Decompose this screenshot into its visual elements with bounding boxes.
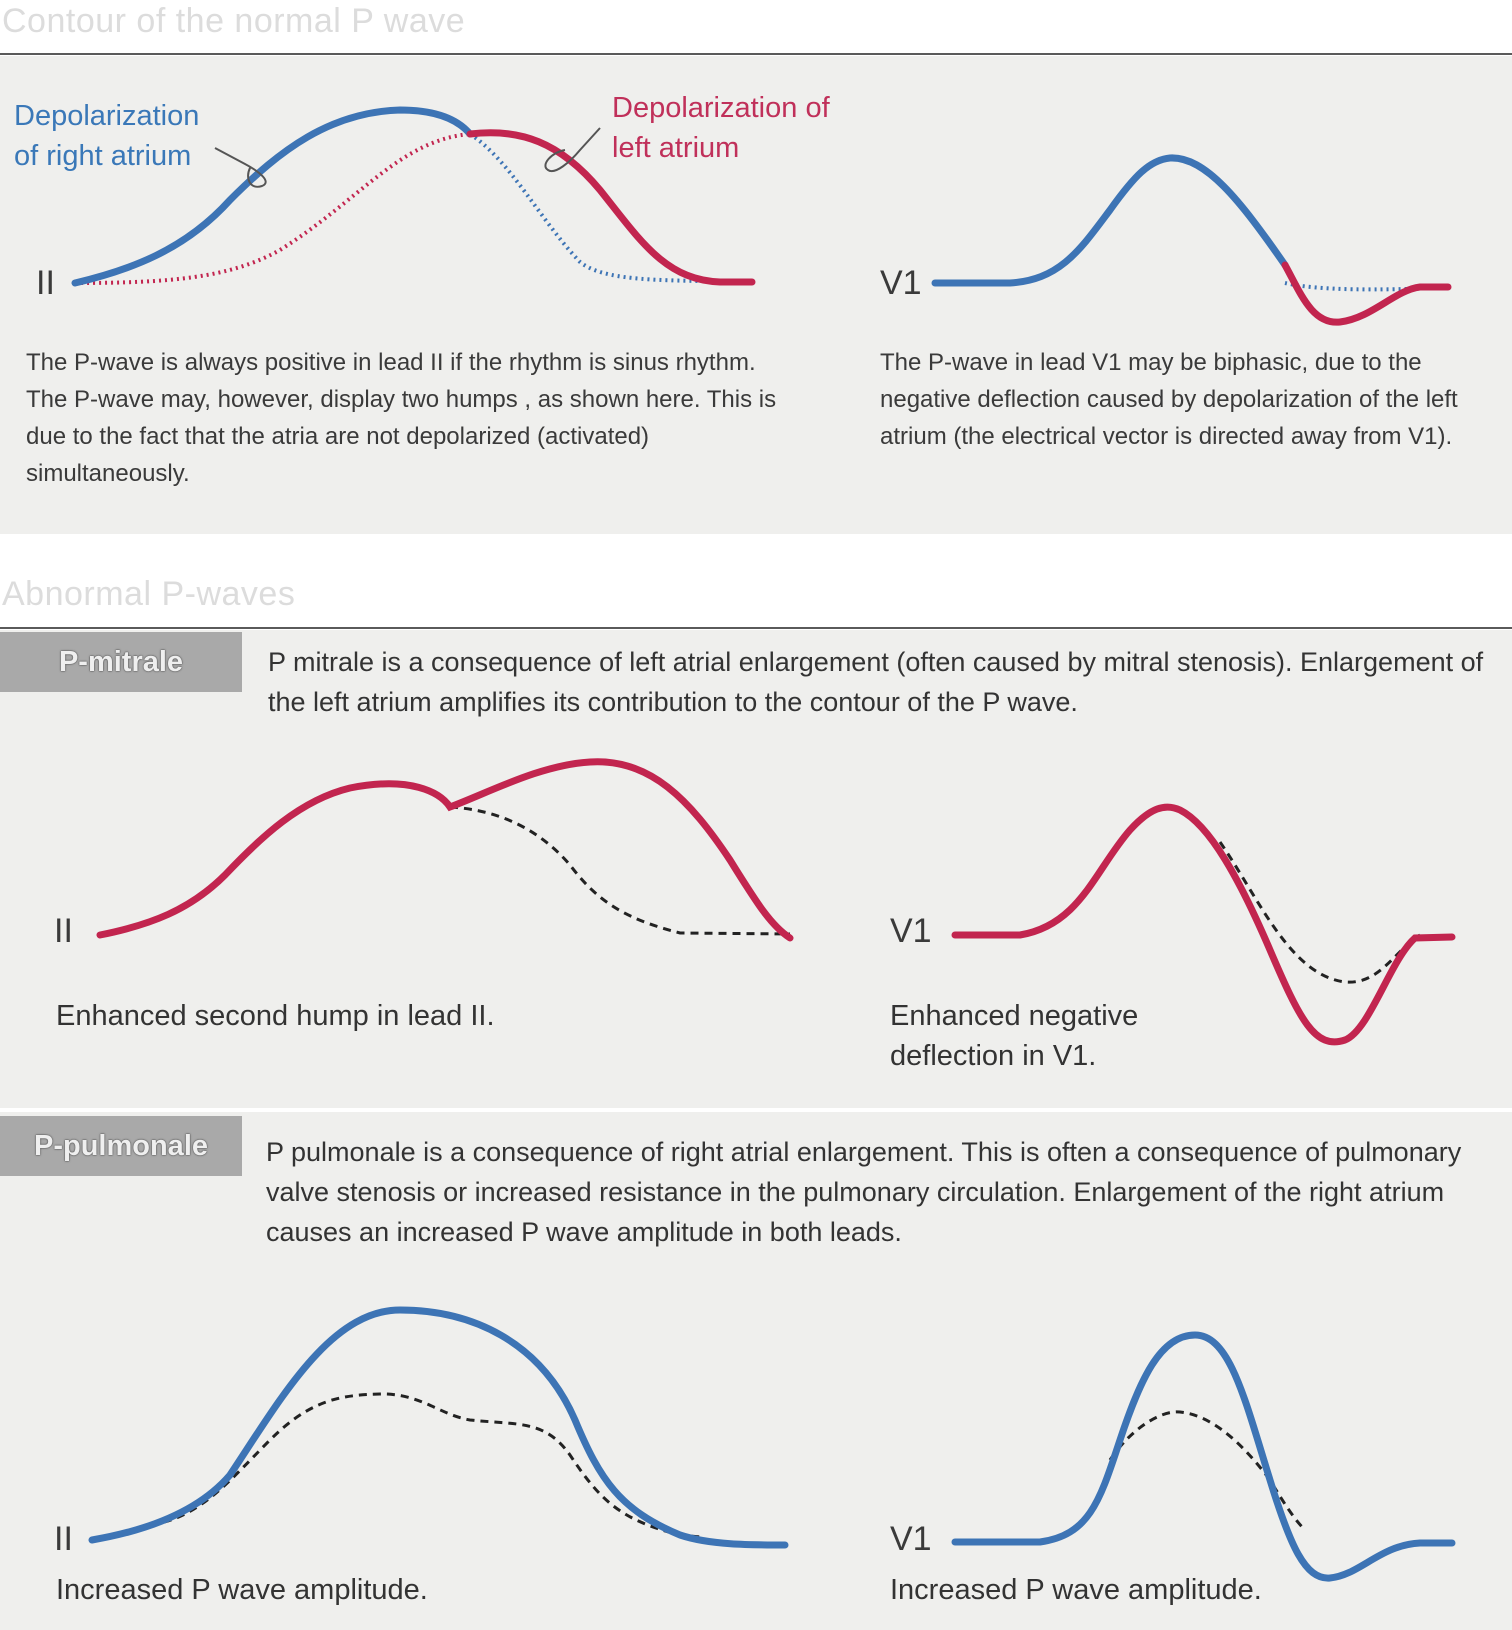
lead-label-v1-mitrale: V1	[890, 912, 932, 950]
lead-label-ii-normal: II	[36, 264, 55, 302]
pulmonale-description: P pulmonale is a consequence of right at…	[266, 1137, 1462, 1247]
section-title-normal: Contour of the normal P wave	[2, 2, 466, 40]
section-divider	[0, 53, 1512, 55]
mitrale-caption-v1: Enhanced negative deflection in V1.	[890, 1000, 1139, 1072]
annotation-right-atrium-line2: of right atrium	[14, 140, 192, 172]
annotation-left-atrium: Depolarization of left atrium	[612, 88, 830, 168]
pulmonale-ii-wave	[88, 1306, 789, 1549]
pulmonale-v1-normal-dotted	[1108, 1410, 1307, 1532]
pulmonale-label: P-pulmonale	[0, 1116, 242, 1176]
mitrale-v1-wave	[951, 803, 1456, 1046]
normal-v1-right-atrium-wave	[931, 154, 1289, 287]
normal-v1-left-atrium-wave	[1281, 261, 1452, 326]
normal-ii-left-atrium-dotted	[74, 132, 471, 285]
mitrale-ii-wave	[96, 758, 794, 942]
normal-ii-right-atrium-dotted	[468, 132, 701, 283]
annotation-right-atrium-pointer	[214, 147, 267, 188]
pulmonale-ii-normal-dotted	[149, 1392, 701, 1539]
normal-ii-left-atrium-wave	[466, 129, 756, 286]
lead-label-ii-mitrale: II	[54, 912, 73, 950]
pulmonale-v1-wave	[951, 1331, 1456, 1582]
lead-label-ii-pulmonale: II	[54, 1520, 73, 1558]
normal-ii-description: The P-wave is always positive in lead II…	[26, 349, 777, 487]
normal-panel	[0, 56, 1512, 534]
mitrale-panel	[0, 630, 1512, 1108]
lead-label-v1-normal: V1	[880, 264, 922, 302]
mitrale-description: P mitrale is a consequence of left atria…	[268, 647, 1484, 717]
pulmonale-caption-v1: Increased P wave amplitude.	[890, 1574, 1262, 1606]
annotation-left-atrium-pointer	[544, 127, 601, 173]
mitrale-ii-normal-dotted	[449, 805, 791, 936]
annotation-left-atrium-line1: Depolarization of	[612, 92, 830, 124]
section-divider-abnormal	[0, 627, 1512, 629]
annotation-right-atrium: Depolarization of right atrium	[14, 96, 199, 176]
pulmonale-caption-ii: Increased P wave amplitude.	[56, 1574, 428, 1606]
mitrale-caption-ii: Enhanced second hump in lead II.	[56, 1000, 495, 1032]
annotation-left-atrium-line2: left atrium	[612, 132, 740, 164]
lead-label-v1-pulmonale: V1	[890, 1520, 932, 1558]
annotation-right-atrium-line1: Depolarization	[14, 100, 200, 132]
mitrale-v1-normal-dotted	[1218, 841, 1421, 984]
section-title-abnormal: Abnormal P-waves	[2, 575, 296, 613]
normal-ii-right-atrium-wave	[71, 106, 474, 287]
normal-v1-description: The P-wave in lead V1 may be biphasic, d…	[880, 349, 1458, 450]
mitrale-label: P-mitrale	[0, 632, 242, 692]
